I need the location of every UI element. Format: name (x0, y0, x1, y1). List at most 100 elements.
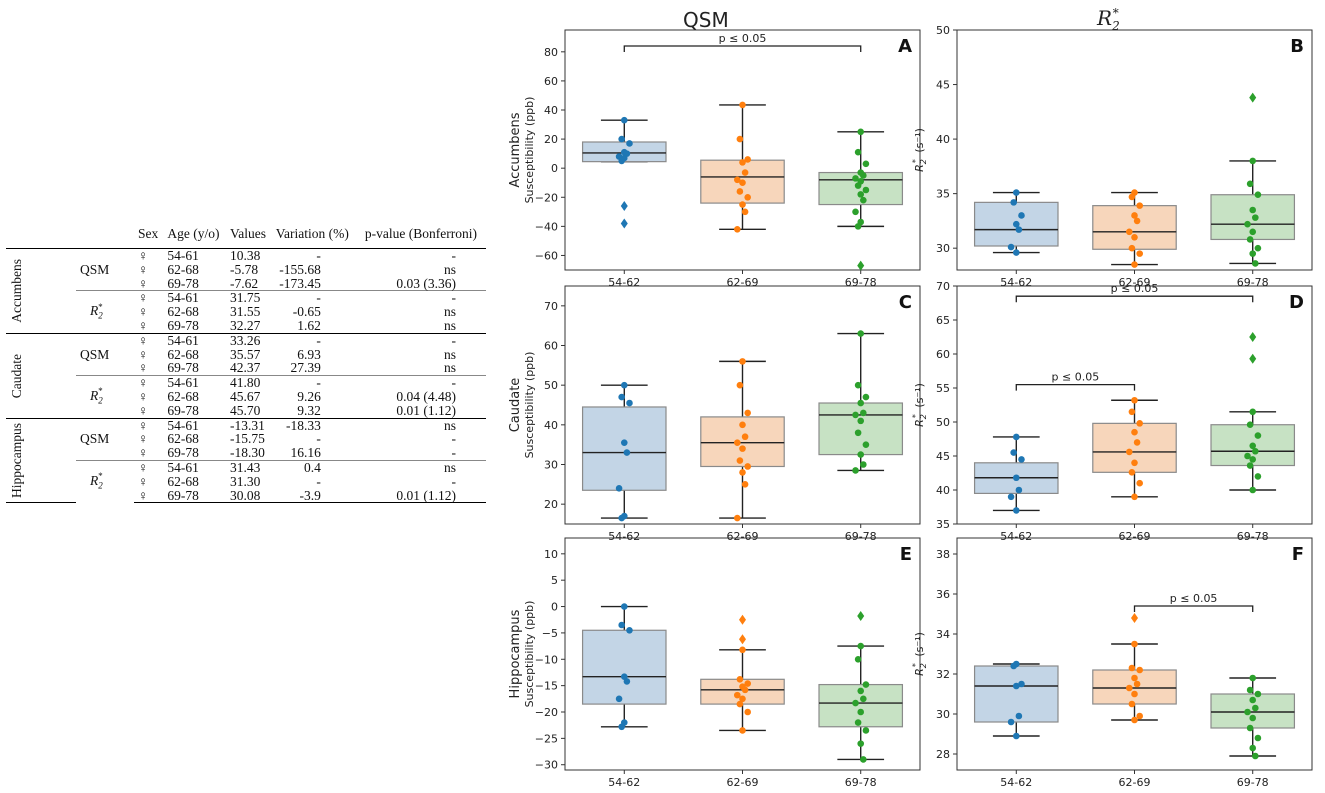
panel-letter: C (899, 292, 912, 313)
header-variation: Variation (%) (271, 224, 361, 249)
data-point (620, 603, 628, 610)
data-point (1128, 244, 1136, 252)
data-point (1246, 236, 1254, 243)
data-point (1126, 684, 1133, 692)
cell-age: 69-78 (167, 360, 199, 376)
box-group-62-69 (1092, 613, 1177, 724)
x-tick-label: 69-78 (1237, 276, 1269, 289)
cell-variation: 0.4 (271, 459, 361, 475)
x-tick-label: 69-78 (1237, 530, 1269, 543)
data-point (862, 727, 870, 734)
y-axis-label-sup: * (911, 663, 920, 667)
cell-age: 62-68 (167, 431, 199, 447)
table-row: ♀ 69-78 30.08 -3.9 0.01 (1.12) (6, 488, 486, 504)
data-point (615, 695, 623, 703)
y-tick-label: 55 (936, 382, 950, 395)
data-point (739, 159, 746, 166)
data-point (739, 695, 746, 703)
iqr-box (1210, 693, 1296, 729)
data-point (1133, 217, 1141, 225)
data-point (1136, 479, 1143, 487)
outlier-point (620, 201, 628, 211)
data-point (1012, 433, 1020, 441)
cell-pvalue: ns (443, 346, 456, 362)
cell-pvalue: - (451, 473, 457, 489)
data-point (1254, 244, 1262, 252)
outlier-point (620, 218, 628, 229)
y-tick-label: 80 (544, 46, 558, 59)
y-tick-label: 40 (544, 104, 558, 117)
data-point (739, 469, 746, 476)
data-point (854, 719, 862, 726)
significance-label: p ≤ 0.05 (719, 32, 767, 45)
data-point (739, 421, 746, 429)
cell-pvalue: - (360, 290, 486, 306)
data-point (623, 449, 631, 456)
y-tick-label: 34 (936, 628, 950, 641)
data-point (854, 655, 862, 663)
y-tick-label: 65 (936, 314, 950, 327)
cell-value: 31.55 (229, 304, 261, 320)
y-tick-label: 20 (544, 133, 558, 146)
cell-sex: ♀ (138, 360, 149, 376)
data-point (620, 381, 628, 389)
data-point (854, 381, 862, 389)
x-tick-label: 54-62 (1000, 276, 1032, 289)
cell-variation: - (271, 375, 361, 390)
data-point (1128, 193, 1136, 201)
data-point (618, 723, 625, 731)
data-point (1244, 708, 1251, 716)
data-point (1007, 718, 1015, 726)
data-point (857, 642, 865, 650)
y-tick-label: 0 (551, 601, 558, 614)
header-pvalue: p-value (Bonferroni) (360, 224, 486, 249)
data-point (1136, 666, 1143, 674)
cell-value: 30.08 (225, 488, 272, 504)
data-point (1012, 474, 1020, 482)
outlier-point (1131, 613, 1138, 623)
cell-value: -7.62 (229, 275, 259, 291)
cell-value: 31.75 (225, 290, 272, 306)
table-row: R2* ♀ 54-61 31.43 0.4 ns (6, 459, 486, 503)
table-row: ♀ 69-78 45.70 9.32 0.01 (1.12) (6, 403, 486, 418)
y-tick-label: 60 (544, 75, 558, 88)
y-tick-label: 40 (936, 133, 950, 146)
metric-label: QSM (76, 417, 134, 461)
data-point (1012, 682, 1020, 690)
data-point (1133, 680, 1141, 688)
data-point (1249, 157, 1257, 165)
y-axis-label-region: Hippocampus (508, 609, 523, 698)
table-row: ♀ 69-78 -7.62 -173.45 0.03 (3.36) (6, 275, 486, 291)
y-tick-label: 70 (544, 300, 558, 313)
data-point (1252, 214, 1259, 221)
data-point (1131, 212, 1138, 219)
data-point (1249, 486, 1257, 494)
data-point (741, 169, 749, 176)
cell-sex: ♀ (134, 332, 164, 348)
cell-sex: ♀ (138, 304, 149, 320)
data-point (1249, 456, 1257, 463)
data-point (860, 695, 867, 703)
y-axis-label-unit: Susceptibility (ppb) (523, 601, 536, 708)
data-point (852, 467, 859, 474)
data-point (860, 409, 867, 417)
data-point (1015, 486, 1023, 494)
region-label: Hippocampus (6, 417, 76, 504)
table-row: ♀ 62-68 45.67 9.26 0.04 (4.48) (6, 390, 486, 404)
y-axis-label-unit: Susceptibility (ppb) (523, 97, 536, 204)
data-point (1126, 228, 1133, 236)
data-point (1246, 686, 1254, 694)
data-point (1012, 732, 1020, 740)
y-axis-label: R2* (s⁻¹) (911, 128, 928, 172)
x-tick-label: 69-78 (845, 776, 877, 789)
cell-variation: 16.16 (290, 445, 321, 461)
data-point (615, 485, 623, 492)
y-tick-label: 40 (936, 484, 950, 497)
data-point (734, 176, 741, 184)
cell-variation: - (316, 248, 321, 263)
cell-sex: ♀ (134, 488, 164, 504)
cell-sex: ♀ (138, 473, 149, 489)
data-point (1128, 700, 1136, 708)
cell-sex: ♀ (138, 346, 149, 362)
